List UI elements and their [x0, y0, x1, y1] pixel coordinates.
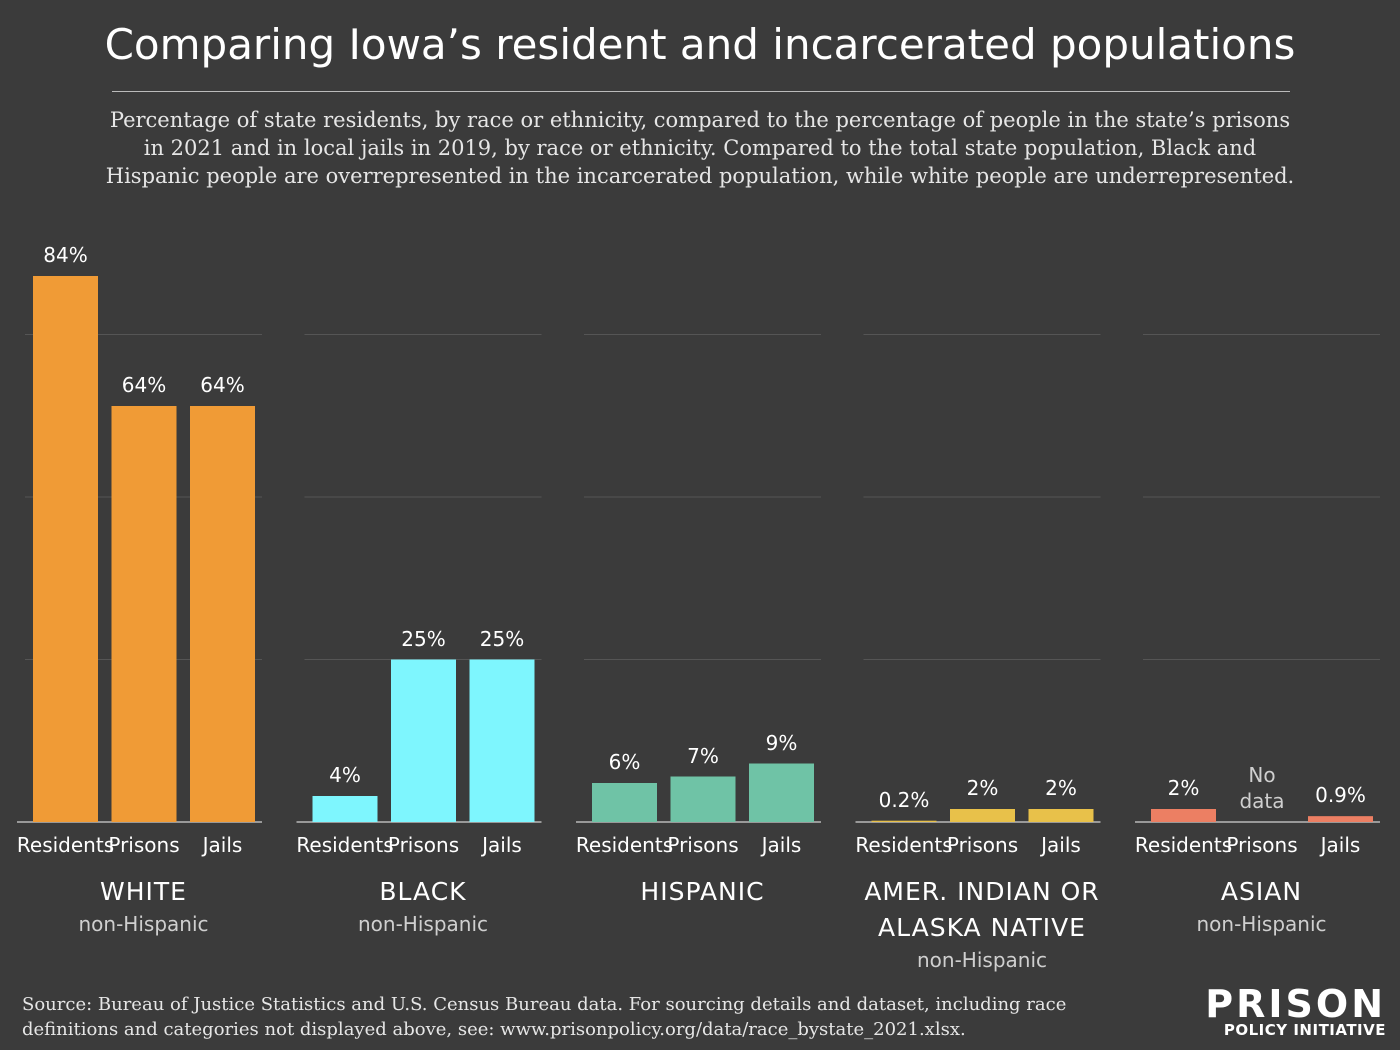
value-label: 2%: [1167, 776, 1200, 800]
bar: [592, 783, 657, 822]
group-label: ASIAN non-Hispanic: [1132, 874, 1392, 936]
group-title: BLACK: [379, 877, 467, 906]
x-tick-label: Jails: [480, 833, 522, 857]
group-subtitle: non-Hispanic: [358, 912, 488, 936]
bar: [1308, 816, 1373, 822]
x-tick-label: Residents: [1135, 833, 1232, 857]
value-label: 0.2%: [878, 787, 930, 812]
x-tick-label: Prisons: [947, 833, 1018, 857]
x-tick-label: Jails: [1319, 833, 1361, 857]
title: Comparing Iowa’s resident and incarcerat…: [104, 20, 1296, 69]
x-tick-label: Residents: [296, 833, 393, 857]
value-label: 64%: [200, 373, 245, 397]
x-tick-label: Prisons: [667, 833, 738, 857]
value-label: 7%: [687, 743, 719, 768]
value-label: 25%: [479, 626, 525, 651]
bar: [1028, 809, 1094, 822]
subtitle: Percentage of state residents, by race o…: [105, 108, 1295, 188]
group-title: HISPANIC: [640, 877, 765, 906]
value-label: 9%: [765, 730, 798, 755]
x-tick-label: Jails: [760, 833, 802, 857]
bar: [312, 796, 378, 822]
x-tick-label: Prisons: [388, 833, 459, 857]
bar: [33, 276, 98, 822]
value-label: 6%: [608, 750, 641, 774]
group-label: BLACK non-Hispanic: [293, 874, 553, 936]
group-title: WHITE: [100, 877, 187, 906]
x-tick-label: Residents: [17, 833, 114, 857]
group-subtitle: non-Hispanic: [78, 912, 209, 936]
bar: [749, 763, 814, 822]
group-subtitle: non-Hispanic: [917, 948, 1047, 972]
x-tick-label: Residents: [576, 833, 673, 857]
x-tick-label: Jails: [1039, 833, 1081, 857]
bar: [111, 406, 177, 822]
logo: PRISON: [1205, 982, 1386, 1026]
value-label: 0.9%: [1315, 783, 1366, 808]
bar: [871, 820, 937, 822]
bar: [190, 406, 255, 822]
group-subtitle: non-Hispanic: [1196, 912, 1327, 936]
x-tick-label: Jails: [201, 833, 243, 857]
value-label: 4%: [329, 763, 361, 787]
value-label: 25%: [401, 626, 446, 651]
bar: [950, 809, 1015, 822]
x-tick-label: Prisons: [108, 833, 179, 857]
value-label: No data: [1239, 763, 1285, 813]
bar: [1151, 809, 1216, 822]
title-rule: [112, 91, 1290, 92]
bar: [469, 659, 535, 822]
value-label: 64%: [121, 373, 167, 397]
bar: [670, 776, 736, 822]
group-label: WHITE non-Hispanic: [14, 874, 274, 936]
source: Source: Bureau of Justice Statistics and…: [22, 994, 1067, 1040]
bar: [391, 659, 456, 822]
value-label: 84%: [43, 243, 88, 267]
value-label: 2%: [966, 776, 999, 800]
logo: POLICY INITIATIVE: [1223, 1021, 1386, 1039]
group-label: AMER. INDIAN OR ALASKA NATIVE non-Hispani…: [852, 874, 1112, 972]
x-tick-label: Prisons: [1226, 833, 1297, 857]
group-title: AMER. INDIAN OR ALASKA NATIVE: [864, 877, 1100, 942]
value-label: 2%: [1045, 776, 1077, 800]
x-tick-label: Residents: [855, 833, 952, 857]
group-label: HISPANIC: [573, 874, 833, 910]
group-title: ASIAN: [1220, 877, 1303, 906]
